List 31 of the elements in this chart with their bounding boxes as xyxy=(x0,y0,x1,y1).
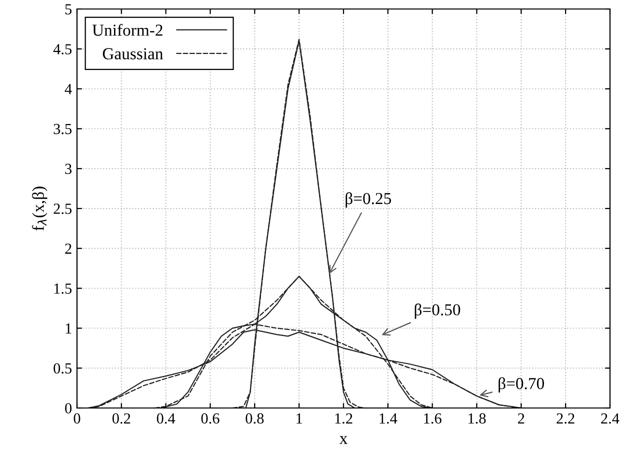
x-tick-label: 1.4 xyxy=(380,413,398,424)
y-tick-label: 1 xyxy=(66,323,72,334)
annotation: β=0.70 xyxy=(498,377,544,393)
x-axis-title: x xyxy=(339,436,348,444)
y-axis-title: f$_{λ}$(x,β) xyxy=(32,186,48,231)
y-tick-label: 4 xyxy=(64,84,72,94)
y-tick-label: 2.5 xyxy=(54,204,72,214)
x-tick-label: 2.4 xyxy=(601,413,620,424)
x-tick-label: 0.8 xyxy=(246,413,264,424)
x-tick-label: 0 xyxy=(74,413,80,424)
y-tick-label: 3.5 xyxy=(54,124,72,134)
x-tick-label: 0.4 xyxy=(156,413,176,424)
legend-label: Gaussian xyxy=(102,48,164,60)
x-tick-label: 1.6 xyxy=(424,413,442,424)
y-tick-label: 4.5 xyxy=(53,44,72,54)
y-tick-label: 3 xyxy=(65,164,72,174)
x-tick-label: 1 xyxy=(296,413,302,424)
y-tick-label: 0 xyxy=(65,403,72,414)
y-tick-label: 1.5 xyxy=(54,284,72,294)
x-tick-label: 1.8 xyxy=(468,413,486,424)
x-tick-label: 0.6 xyxy=(201,413,220,424)
legend-label: Uniform-2 xyxy=(92,24,162,36)
x-tick-label: 2 xyxy=(518,413,524,424)
annotation: β=0.50 xyxy=(414,304,460,319)
y-tick-label: 2 xyxy=(65,244,72,254)
y-tick-label: 0.5 xyxy=(54,363,72,374)
x-tick-label: 2.2 xyxy=(556,413,574,424)
x-tick-label: 0.2 xyxy=(112,413,130,424)
annotation: β=0.25 xyxy=(346,192,392,208)
y-tick-label: 5 xyxy=(65,4,72,14)
x-tick-label: 1.2 xyxy=(335,413,352,424)
